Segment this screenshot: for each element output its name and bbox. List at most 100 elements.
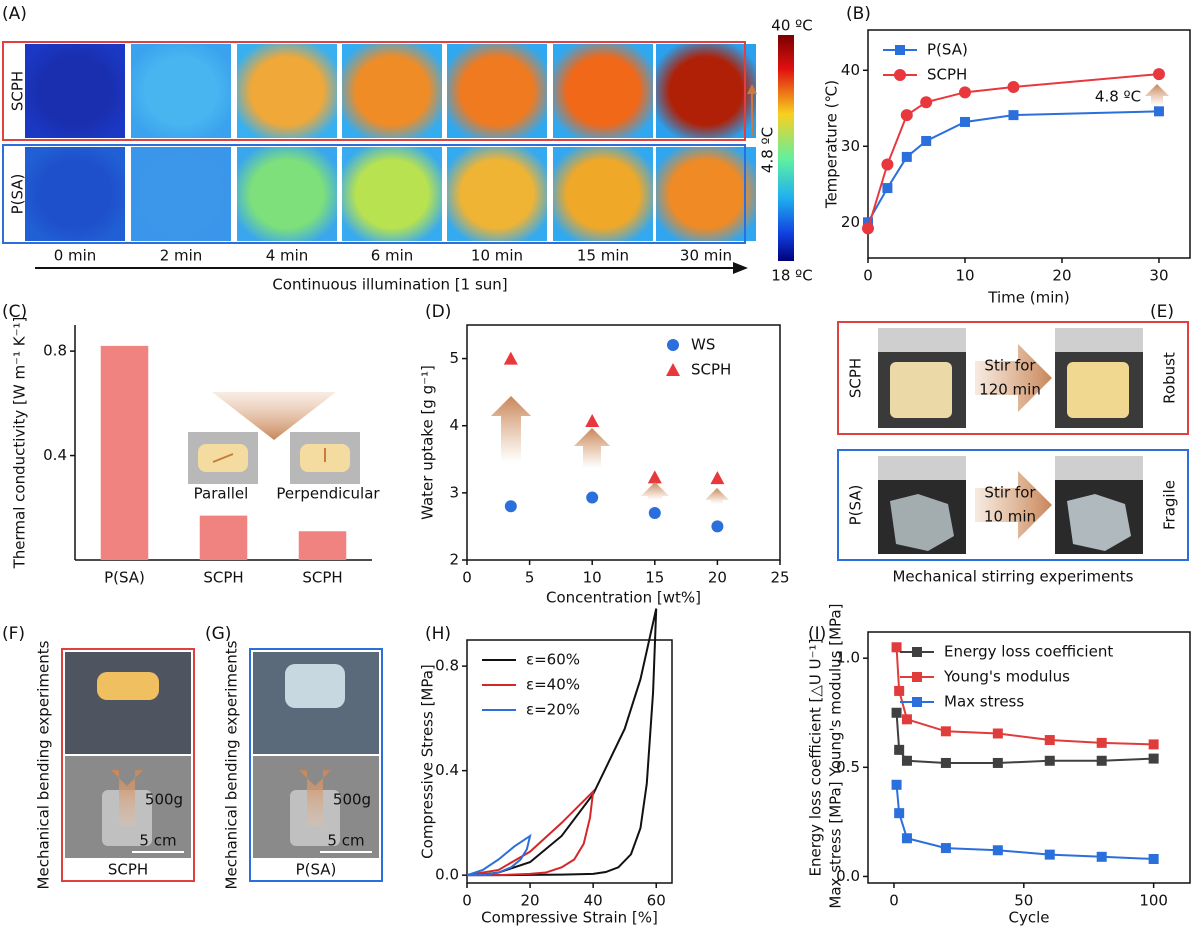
marker xyxy=(901,714,912,725)
thermal-image xyxy=(447,44,547,138)
result-label: Fragile xyxy=(1161,480,1179,530)
arrow xyxy=(574,428,610,468)
action-label: Stir for xyxy=(984,484,1036,502)
marker xyxy=(1044,849,1055,860)
marker xyxy=(710,471,725,485)
ruler xyxy=(1055,328,1143,352)
x-axis-label: Compressive Strain [%] xyxy=(481,909,658,927)
plot-frame xyxy=(466,324,781,561)
thermal-image xyxy=(131,147,231,241)
thermal-image xyxy=(447,147,547,241)
y-axis-label: Water uptake [g g⁻¹] xyxy=(419,365,437,520)
x-tick-label: 30 xyxy=(1149,267,1168,285)
x-tick-label: 25 xyxy=(770,569,789,587)
time-label: 6 min xyxy=(371,247,414,265)
scale-label: 5 cm xyxy=(139,832,176,850)
annotation: Parallel xyxy=(194,485,249,503)
x-tick-label: 15 xyxy=(645,569,664,587)
marker xyxy=(711,520,724,533)
legend-label: Max stress xyxy=(944,693,1024,711)
legend-label: SCPH xyxy=(691,361,731,379)
thermal-image xyxy=(237,44,337,138)
y-axis-label: Energy loss coefficient [△U U⁻¹] xyxy=(807,639,825,877)
row-frame xyxy=(837,321,1189,435)
x-tick-label: 0 xyxy=(462,892,472,910)
x-tick-label: 10 xyxy=(583,569,602,587)
plot-frame xyxy=(867,29,1191,259)
legend-marker xyxy=(667,339,679,351)
legend-marker xyxy=(894,69,906,81)
colorbar xyxy=(778,35,794,261)
sample xyxy=(890,494,954,551)
x-tick-label: 10 xyxy=(955,267,974,285)
y-axis-label: Temperature (℃) xyxy=(823,80,841,209)
thermal-image xyxy=(131,44,231,138)
thermal-image xyxy=(553,147,653,241)
row-frame xyxy=(837,449,1189,561)
legend-label: ε=40% xyxy=(526,676,580,694)
arrow xyxy=(975,344,1052,412)
marker xyxy=(1096,737,1107,748)
series-line xyxy=(466,833,532,877)
marker xyxy=(894,685,905,696)
sample-label: SCPH xyxy=(108,861,148,879)
marker xyxy=(958,86,971,99)
arrow xyxy=(1145,84,1169,106)
marker xyxy=(882,183,893,194)
time-label: 30 min xyxy=(680,247,732,265)
inset-arrow xyxy=(212,453,234,463)
panel-label: (B) xyxy=(846,4,871,24)
legend-label: WS xyxy=(691,336,715,354)
y-tick-label: 0.4 xyxy=(435,761,459,779)
y-tick-label: 3 xyxy=(449,483,459,501)
marker xyxy=(648,507,661,519)
plot-frame xyxy=(867,631,1191,884)
series-line xyxy=(895,647,1154,746)
thermal-image xyxy=(342,44,442,138)
marker xyxy=(901,151,912,162)
thermal-image xyxy=(237,147,337,241)
series-line xyxy=(867,110,1159,223)
marker xyxy=(585,414,600,428)
legend-label: ε=60% xyxy=(526,651,580,669)
x-tick-label: 60 xyxy=(647,892,666,910)
marker xyxy=(1008,110,1019,121)
arrow xyxy=(975,471,1052,539)
y-tick-label: 0.0 xyxy=(435,866,459,884)
marker xyxy=(1096,851,1107,862)
thermal-image xyxy=(25,147,125,241)
marker xyxy=(894,744,905,755)
sample-label: SCPH xyxy=(847,358,865,398)
photo xyxy=(65,652,191,754)
y-tick-label: 1.0 xyxy=(836,649,860,667)
sample xyxy=(1067,494,1131,551)
thermal-image xyxy=(656,147,756,241)
row-frame xyxy=(2,41,746,141)
x-axis-label: Cycle xyxy=(1009,909,1050,927)
row-label: SCPH xyxy=(9,71,27,111)
sample xyxy=(890,362,952,418)
arrow-head xyxy=(733,262,748,274)
series-line xyxy=(895,784,1154,860)
bar xyxy=(100,345,149,560)
x-tick-label: 0 xyxy=(462,569,472,587)
row-frame xyxy=(2,144,746,244)
thermal-image xyxy=(553,44,653,138)
x-tick-label: P(SA) xyxy=(104,569,145,587)
x-tick-label: 50 xyxy=(1014,892,1033,910)
arrow xyxy=(491,396,531,462)
time-label: 4 min xyxy=(266,247,309,265)
marker xyxy=(1007,81,1020,93)
x-tick-label: SCPH xyxy=(302,569,342,587)
marker xyxy=(1148,753,1159,764)
y-tick-label: 2 xyxy=(449,551,459,569)
sample xyxy=(285,664,345,708)
x-axis-label: Concentration [wt%] xyxy=(546,589,701,607)
x-tick-label: 20 xyxy=(708,569,727,587)
y-tick-label: 5 xyxy=(449,349,459,367)
panel-label: (A) xyxy=(2,4,27,24)
x-tick-label: SCPH xyxy=(203,569,243,587)
thermal-image xyxy=(656,44,756,138)
arrow xyxy=(705,488,729,504)
result-label: Robust xyxy=(1161,352,1179,404)
